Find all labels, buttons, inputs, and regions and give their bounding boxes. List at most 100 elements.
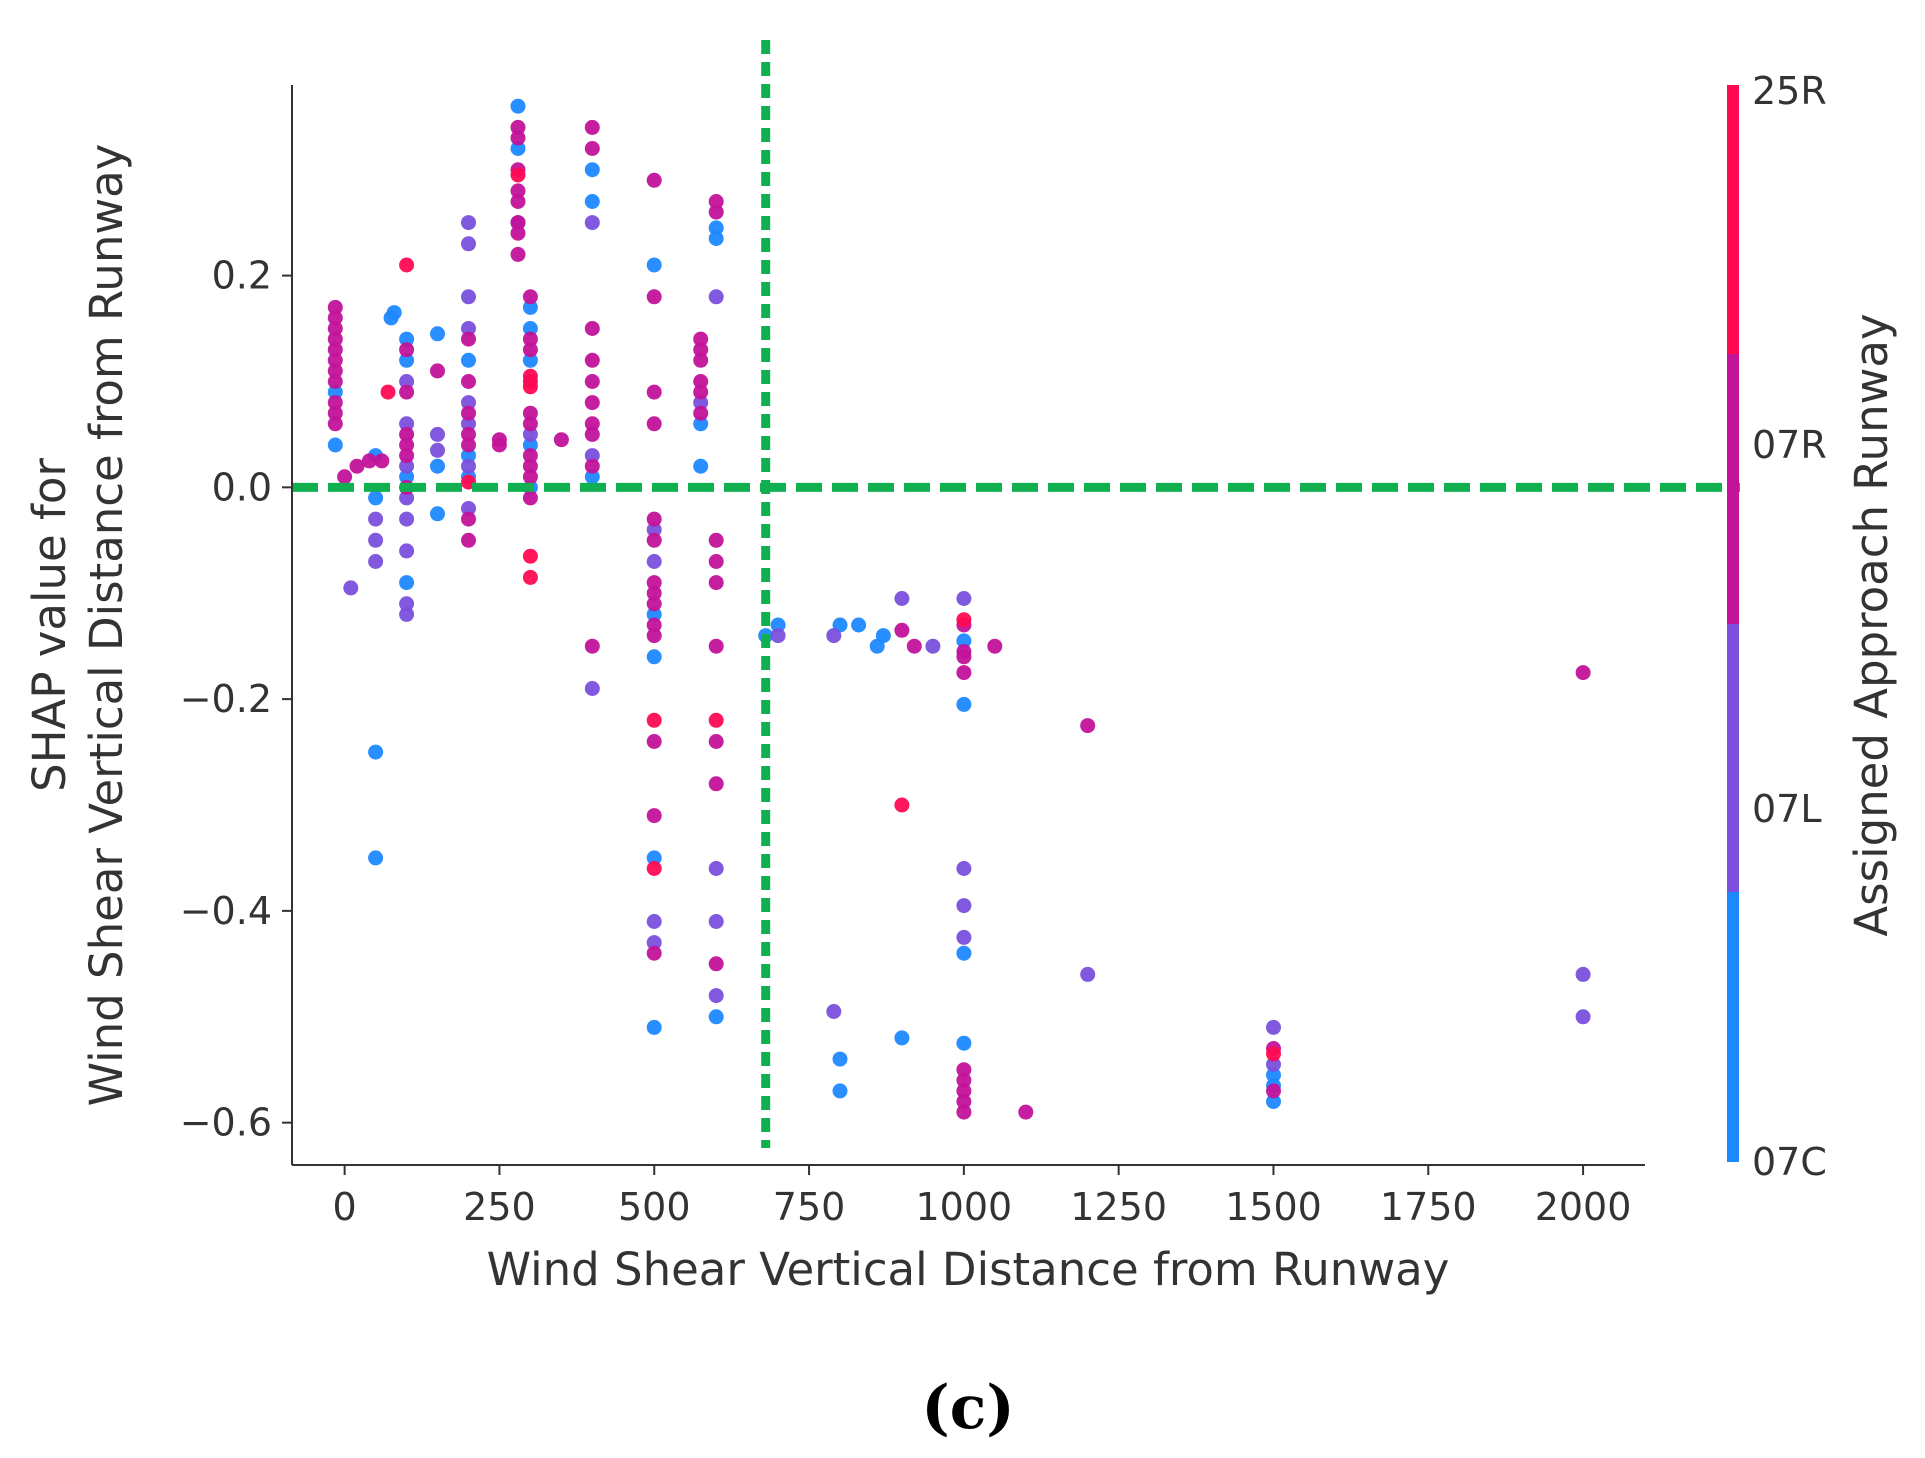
point-25r [1266, 1046, 1281, 1062]
point-07l [826, 1004, 842, 1019]
point-25r [646, 861, 662, 876]
point-07c [708, 220, 724, 236]
point-25r [380, 384, 396, 400]
point-07r [510, 225, 526, 241]
point-07l [956, 861, 972, 876]
point-07l [770, 628, 786, 644]
point-07r [708, 194, 724, 209]
point-07c [584, 469, 600, 485]
point-07l [461, 501, 476, 516]
scatter-points [327, 98, 1591, 1120]
point-07c [646, 649, 662, 665]
point-07c [399, 352, 415, 368]
point-07r [1080, 718, 1096, 734]
point-07l [708, 289, 724, 305]
point-07r [491, 437, 507, 453]
point-07r [327, 395, 343, 411]
point-07c [430, 326, 445, 342]
colorbar-segment-07C [1727, 890, 1739, 1162]
point-07c [646, 850, 662, 866]
point-07c [430, 506, 445, 522]
point-07r [430, 363, 445, 379]
point-07c [461, 448, 476, 464]
y-axis-title-line1: SHAP value for [23, 458, 76, 792]
point-07c [399, 575, 415, 591]
point-07r [461, 426, 476, 442]
point-07r [708, 734, 724, 749]
point-07l [461, 215, 476, 231]
axes [291, 85, 1645, 1166]
point-07r [327, 342, 343, 358]
point-07r [584, 374, 600, 389]
point-07r [522, 448, 538, 464]
point-25r [399, 257, 415, 273]
point-07c [1266, 1094, 1281, 1109]
point-07r [1018, 1104, 1034, 1120]
point-07c [646, 606, 662, 622]
point-07r [522, 416, 538, 432]
point-07c [368, 744, 384, 760]
point-07r [693, 352, 709, 368]
point-07c [399, 331, 415, 347]
point-07r [522, 458, 538, 474]
y-tick-label: 0.2 [212, 254, 272, 298]
point-07r [399, 437, 415, 453]
point-07r [894, 622, 910, 638]
point-07r [522, 405, 538, 421]
point-07r [349, 458, 365, 474]
point-07c [368, 850, 384, 866]
point-25r [510, 167, 526, 183]
point-07c [510, 98, 526, 114]
point-07r [327, 310, 343, 326]
point-07r [327, 321, 343, 336]
point-07c [894, 1030, 910, 1046]
y-axis-title-line2: Wind Shear Vertical Distance from Runway [80, 144, 133, 1107]
figure-caption: (c) [921, 1373, 1014, 1443]
point-07r [956, 649, 972, 665]
colorbar-segment-07R [1727, 352, 1739, 624]
point-07c [693, 458, 709, 474]
point-07l [584, 681, 600, 696]
point-07l [461, 236, 476, 252]
point-07r [399, 426, 415, 442]
point-25r [708, 712, 724, 728]
point-07c [956, 945, 972, 961]
point-25r [956, 612, 972, 628]
point-07r [399, 448, 415, 464]
colorbar-segment-25R [1727, 85, 1739, 354]
point-07r [327, 331, 343, 347]
point-07l [693, 395, 709, 411]
point-07r [510, 215, 526, 231]
point-07c [851, 617, 867, 633]
point-07l [399, 543, 415, 559]
point-07r [510, 194, 526, 209]
colorbar-title: Assigned Approach Runway [1845, 313, 1898, 936]
point-07r [956, 1094, 972, 1109]
colorbar: 25R 07R 07L 07C Assigned Approach Runway [1727, 69, 1898, 1184]
point-07c [875, 628, 891, 644]
point-07c [832, 1051, 848, 1067]
point-07r [646, 628, 662, 644]
point-07c [430, 458, 445, 474]
point-07c [770, 617, 786, 633]
point-07r [327, 363, 343, 379]
threshold-lines [292, 40, 1740, 1148]
colorbar-label-25R: 25R [1752, 69, 1827, 113]
point-07l [646, 554, 662, 569]
point-07c [646, 257, 662, 273]
point-07r [693, 384, 709, 400]
point-07l [1266, 1056, 1281, 1072]
point-07r [522, 490, 538, 506]
point-07l [708, 988, 724, 1004]
point-07r [987, 638, 1003, 654]
point-07l [826, 628, 842, 644]
point-07l [430, 442, 445, 458]
point-07r [584, 141, 600, 156]
point-07r [646, 808, 662, 824]
point-07r [646, 384, 662, 400]
point-07l [646, 522, 662, 538]
point-07l [368, 532, 384, 548]
point-07r [646, 734, 662, 749]
point-07c [708, 1009, 724, 1025]
